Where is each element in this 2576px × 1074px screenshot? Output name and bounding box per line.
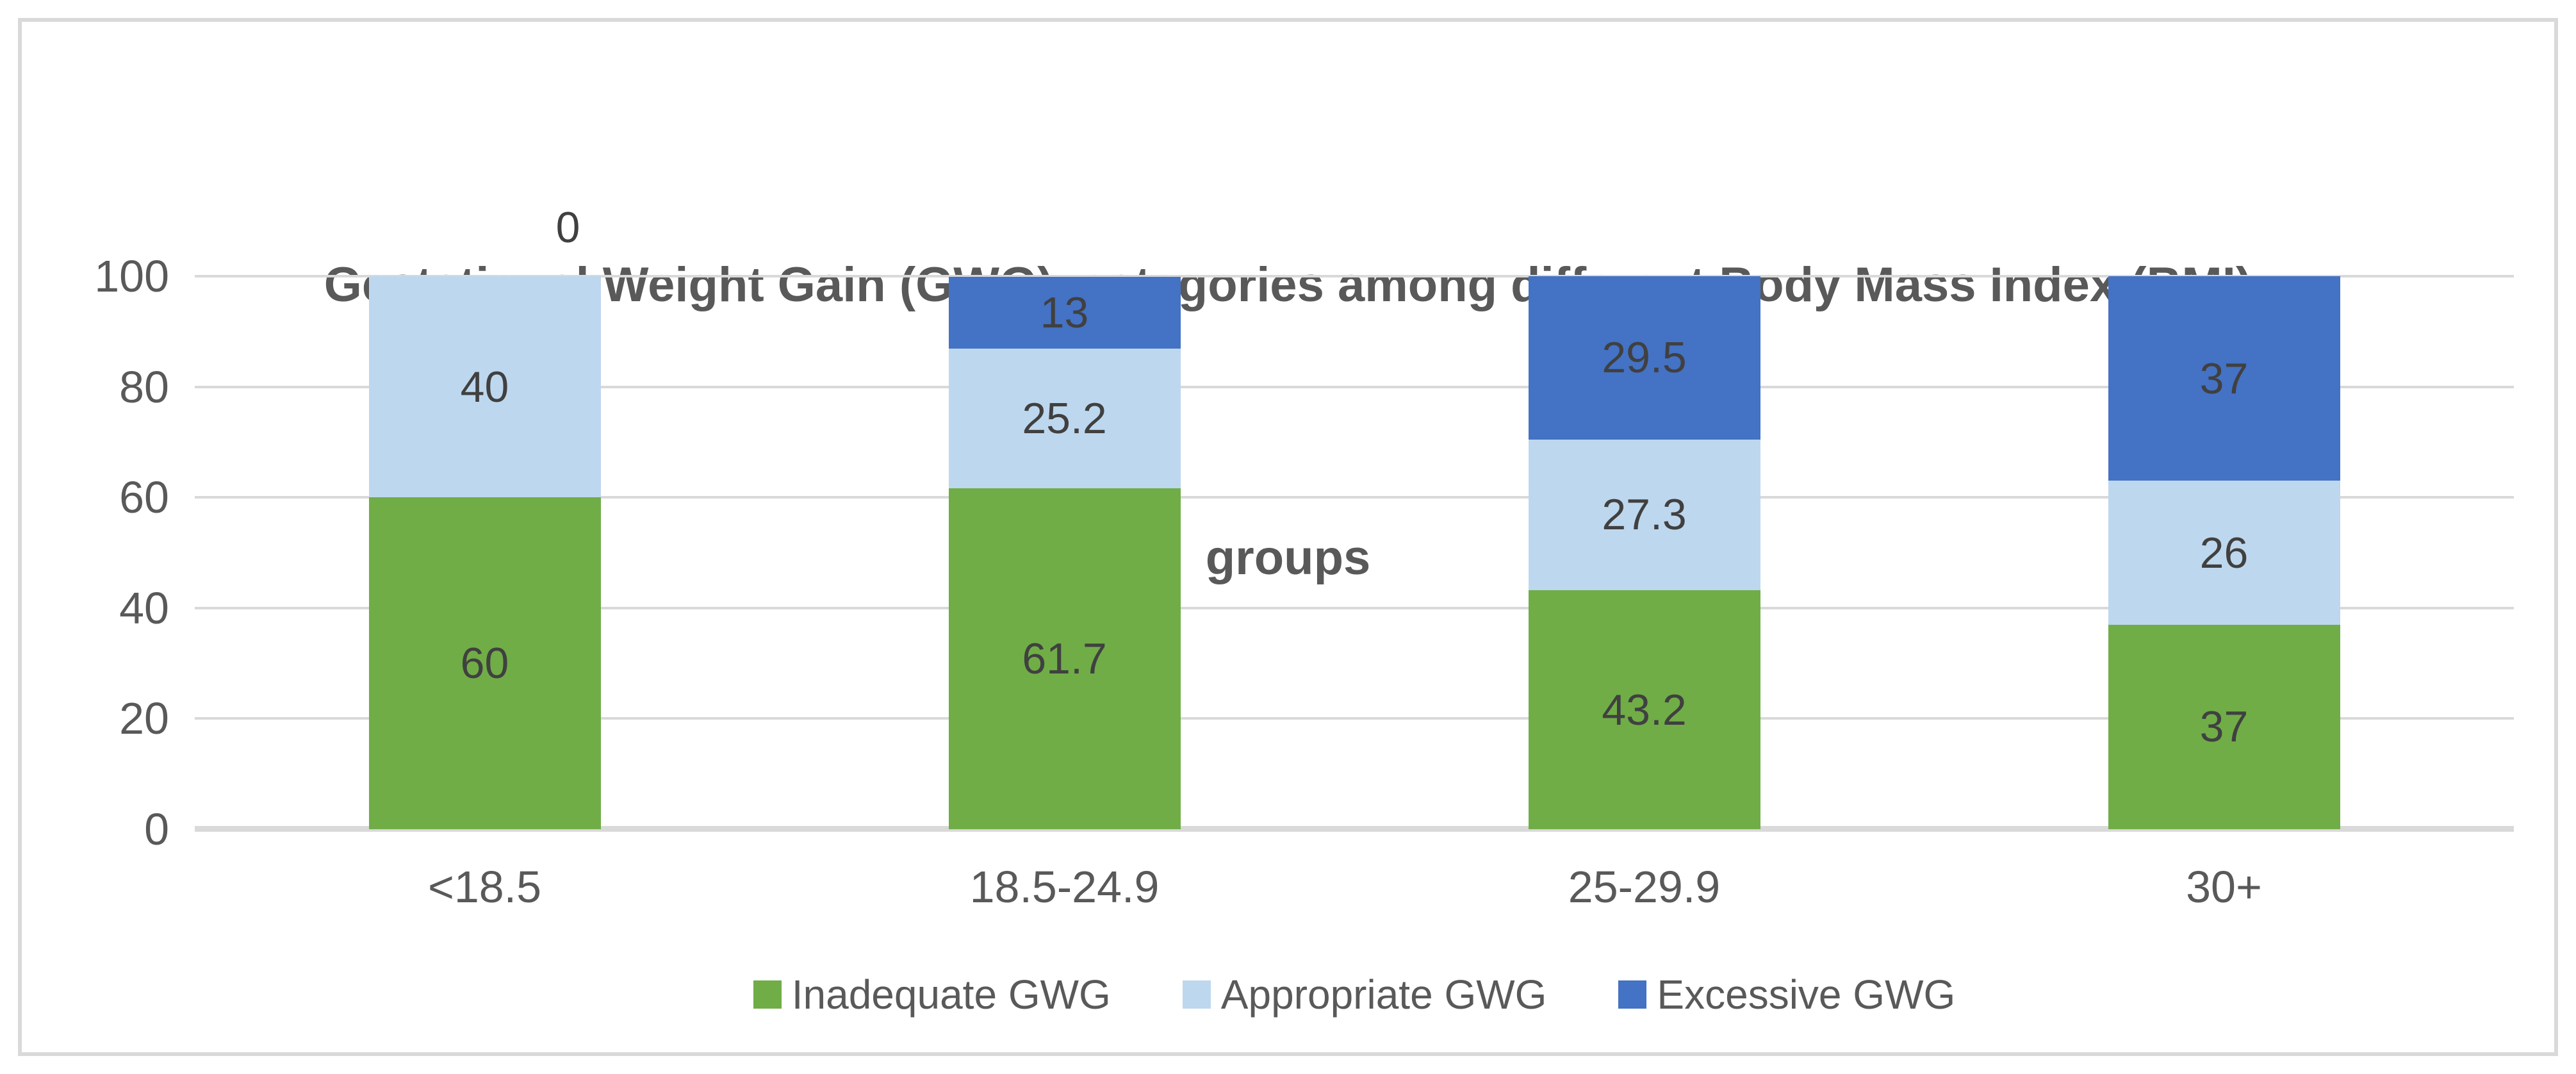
gridline	[195, 606, 2514, 609]
data-label: 37	[2199, 354, 2249, 403]
data-label: 25.2	[1022, 393, 1107, 443]
legend: Inadequate GWG Appropriate GWG Excessive G…	[195, 969, 2514, 1020]
legend-item: Inadequate GWG	[753, 969, 1111, 1020]
bar-segment-appropriate-gwg: 27.3	[1528, 439, 1760, 591]
data-label: 13	[1040, 288, 1089, 337]
data-label: 27.3	[1602, 490, 1687, 540]
data-label: 43.2	[1602, 685, 1687, 734]
legend-swatch	[1182, 980, 1211, 1009]
category-slot: 61.7 25.2 13 18.5-24.9	[775, 276, 1354, 912]
bar-segment-inadequate-gwg: 60	[368, 497, 601, 829]
category-label: 30+	[2186, 862, 2262, 912]
bar-segment-excessive-gwg: 29.5	[1528, 276, 1760, 440]
legend-item: Excessive GWG	[1618, 969, 1955, 1020]
legend-label: Appropriate GWG	[1220, 971, 1547, 1018]
data-label: 60	[460, 639, 509, 688]
stacked-bar: 43.2 27.3 29.5	[1528, 276, 1760, 829]
y-tick-label: 20	[119, 693, 169, 744]
legend-label: Excessive GWG	[1657, 971, 1956, 1018]
bar-segment-excessive-gwg: 37	[2108, 276, 2340, 481]
data-label: 0	[555, 203, 580, 252]
y-tick-label: 80	[119, 361, 169, 412]
legend-swatch	[1618, 980, 1647, 1009]
data-label: 61.7	[1022, 634, 1107, 683]
bar-segment-inadequate-gwg: 61.7	[948, 488, 1181, 829]
data-label: 29.5	[1602, 333, 1687, 383]
plot-area: 0 20 40 60 80 100 60 40 0 <18.5 61.7 25.2 13 18.5-24.…	[94, 203, 2514, 912]
bar-segment-appropriate-gwg: 25.2	[948, 349, 1181, 488]
y-tick-label: 40	[119, 582, 169, 633]
stacked-bar: 37 26 37	[2108, 276, 2340, 829]
y-tick-label: 0	[144, 804, 169, 854]
bar-segment-excessive-gwg: 13	[948, 276, 1181, 349]
gridline	[195, 385, 2514, 388]
category-label: 18.5-24.9	[969, 862, 1160, 912]
bar-segment-appropriate-gwg: 26	[2108, 481, 2340, 625]
gridline	[195, 717, 2514, 720]
x-axis-line	[195, 826, 2514, 832]
category-label: <18.5	[427, 862, 542, 912]
stacked-bar: 61.7 25.2 13	[948, 276, 1181, 829]
legend-swatch	[753, 980, 782, 1009]
legend-item: Appropriate GWG	[1182, 969, 1547, 1020]
category-slot: 37 26 37 30+	[1934, 276, 2514, 912]
data-label: 26	[2199, 528, 2249, 577]
bar-segment-inadequate-gwg: 43.2	[1528, 590, 1760, 829]
chart-title-line-2: groups	[1205, 531, 1371, 585]
category-label: 25-29.9	[1568, 862, 1721, 912]
legend-label: Inadequate GWG	[791, 971, 1111, 1018]
data-label: 40	[460, 362, 509, 411]
category-slot: 60 40 0 <18.5	[195, 203, 775, 912]
chart-frame: Gestational Weight Gain (GWG) categories…	[18, 18, 2558, 1056]
category-slot: 43.2 27.3 29.5 25-29.9	[1354, 276, 1934, 912]
y-tick-label: 100	[94, 251, 169, 301]
stacked-bar: 60 40 0	[368, 203, 601, 829]
y-tick-label: 60	[119, 472, 169, 523]
gridline	[195, 496, 2514, 499]
data-label: 37	[2199, 702, 2249, 752]
bar-segment-inadequate-gwg: 37	[2108, 624, 2340, 829]
bar-segment-appropriate-gwg: 40	[368, 276, 601, 498]
gridline	[195, 275, 2514, 277]
